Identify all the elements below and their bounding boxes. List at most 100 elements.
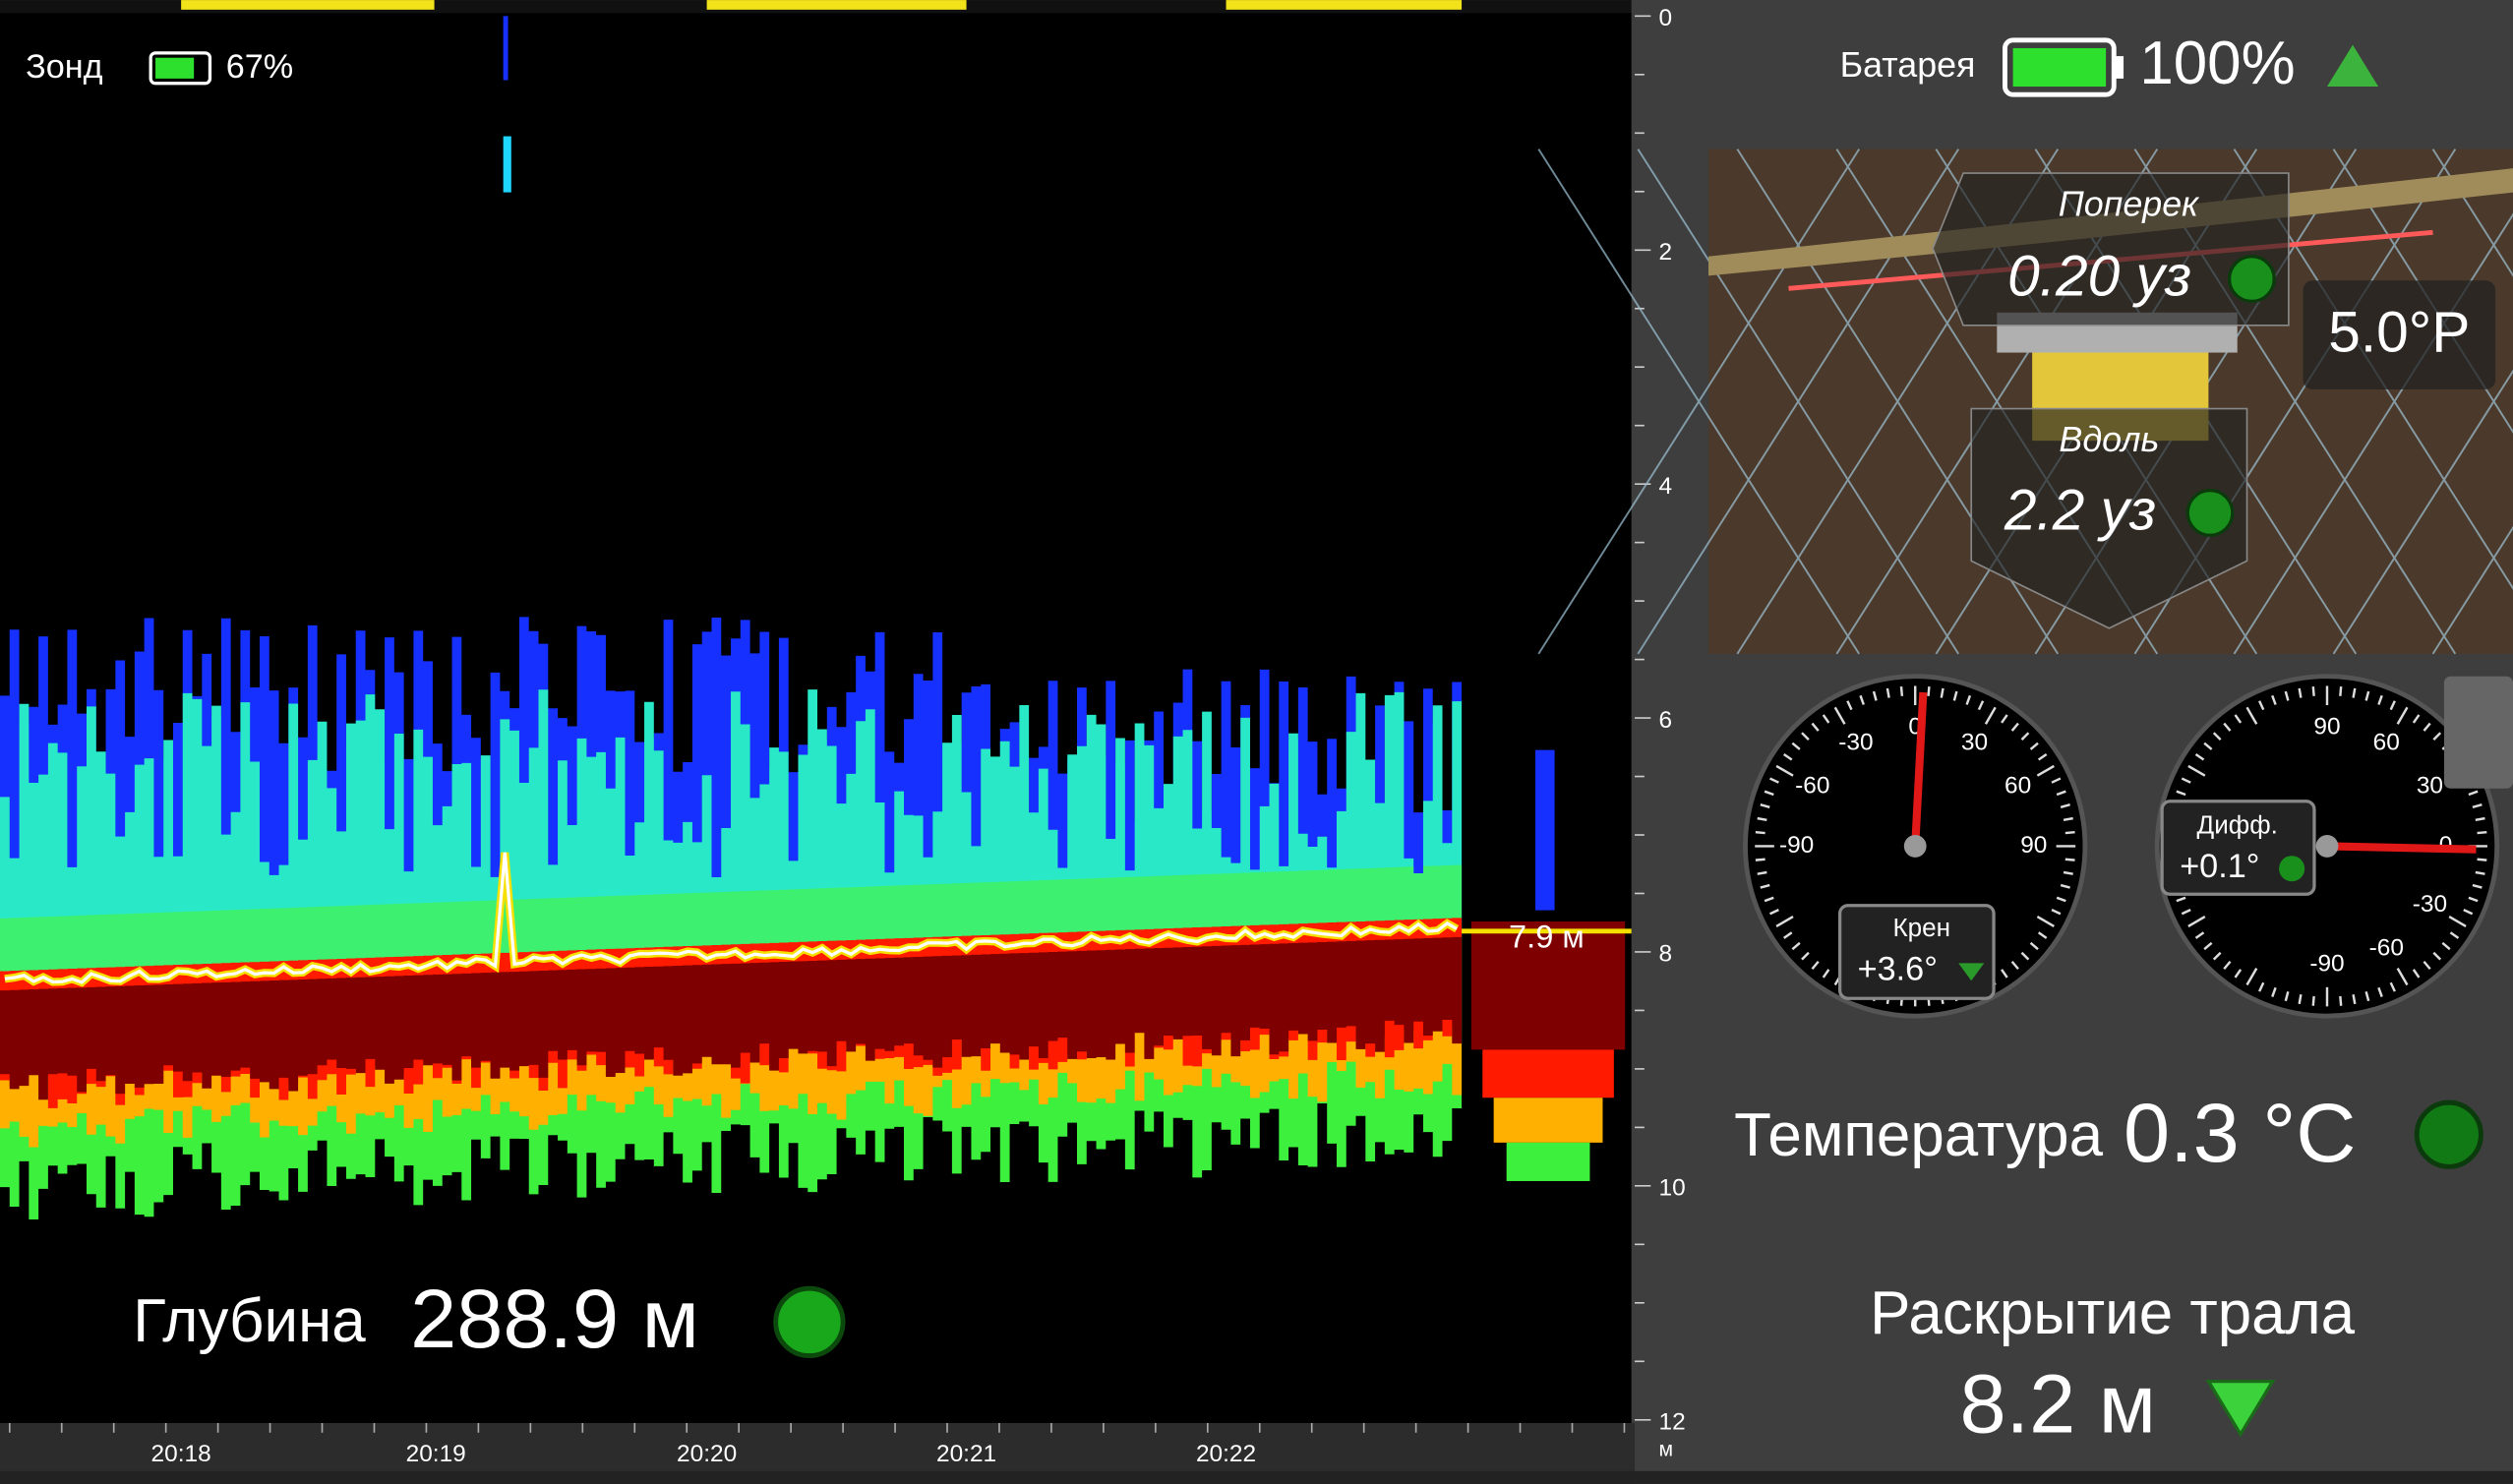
gauge-tick (1755, 858, 1765, 861)
battery-level (2012, 47, 2107, 88)
gauge-tick (2064, 858, 2075, 861)
gauge-tick (1977, 700, 1985, 711)
battery-icon (2003, 37, 2117, 97)
battery-tip (2115, 56, 2124, 79)
gauge-tick (1760, 883, 1770, 889)
opening-label: Раскрытие трала (1870, 1279, 2356, 1347)
marker-column (1535, 749, 1555, 911)
gauge-tick (1755, 830, 1765, 835)
gauge-tick (1791, 941, 1801, 951)
net-line (2431, 525, 2513, 655)
gauge-tick (2176, 896, 2186, 903)
gauge-tick (2463, 909, 2474, 916)
battery-value: 100% (2139, 30, 2295, 97)
gauge-scale-label: 90 (2020, 832, 2047, 859)
gauge-tick (2475, 816, 2485, 822)
gauge-tick (2212, 732, 2222, 741)
gauge-tick (1822, 714, 1830, 724)
gauge-tick (2051, 777, 2062, 784)
gauge-tick (2468, 790, 2479, 797)
trend-down (1958, 963, 1985, 981)
gauge-tick (1846, 700, 1853, 711)
gauge-tick (2029, 742, 2039, 750)
gauge-tick (2389, 700, 2396, 711)
gauge-tick (2339, 995, 2343, 1006)
gauge-tick (1822, 969, 1830, 979)
gauge-tick (2311, 685, 2315, 696)
gauge-tick (2475, 870, 2485, 875)
side-tab[interactable] (2443, 676, 2513, 789)
gauge-tick (2271, 986, 2277, 997)
temp-value: 0.3 °C (2124, 1086, 2356, 1179)
needle-hub (2315, 835, 2339, 858)
gauge-tick (2396, 967, 2409, 986)
depth-label: Глубина (133, 1287, 366, 1355)
gauge-scale-label: -60 (1795, 773, 1829, 800)
gauge-tick (2441, 941, 2451, 951)
gauge-tick (2234, 714, 2243, 724)
gauge-tick (2423, 722, 2431, 732)
gauge-tick (2245, 706, 2258, 725)
depth-tick-label: 10 (1658, 1175, 1685, 1202)
diff-box (2160, 800, 2316, 896)
across-box (1932, 172, 2290, 326)
time-tick-label: 20:18 (151, 1441, 211, 1467)
probe-label: Зонд (26, 48, 103, 86)
gauge-tick (1791, 742, 1801, 750)
roll-label: Крен (1892, 913, 1950, 942)
heading-box (2303, 280, 2496, 390)
opening-value: 8.2 м (1959, 1356, 2156, 1450)
net-line (2233, 212, 2513, 655)
marker-column (1482, 1049, 1614, 1098)
gauge-tick (2271, 694, 2277, 705)
depth-tick-label: 12 (1658, 1408, 1685, 1435)
gauge-tick (1952, 690, 1958, 701)
gauge-tick (2060, 803, 2070, 808)
gauge-tick (2001, 714, 2008, 724)
gauge-tick (2396, 706, 2409, 725)
gauge-scale-label: -90 (2309, 950, 2344, 977)
depth-tick-label: 8 (1658, 941, 1672, 968)
battery-level (155, 57, 195, 79)
marker-column (1506, 1142, 1590, 1181)
depth-tick-label: 0 (1658, 5, 1672, 31)
status-led (2279, 856, 2305, 882)
gauge-tick (2352, 687, 2357, 698)
gauge-tick (1872, 690, 1878, 701)
gauge-tick (2194, 752, 2205, 761)
gauge-tick (1859, 694, 1865, 705)
marker-column (1470, 921, 1626, 1050)
gauge-tick (1965, 694, 1972, 705)
gauge-scale-label: 60 (2373, 729, 2400, 755)
gauge-tick (2187, 916, 2206, 927)
across-value: 0.20 уз (2007, 245, 2191, 309)
gauge-scale-label: -30 (1838, 729, 1873, 755)
gauge-tick (2477, 830, 2487, 835)
gauge-tick (2064, 830, 2075, 835)
gauge-tick (1927, 685, 1931, 696)
gauge-tick (2051, 909, 2062, 916)
trawl-view: Поперек 0.20 уз Вдоль 2.2 уз 5.0°Р (1537, 148, 2513, 655)
gauge-scale-label: 30 (1961, 729, 1988, 755)
gauge-tick (2060, 883, 2070, 889)
gauge-tick (1811, 722, 1820, 732)
gauge-tick (2298, 687, 2303, 698)
gauge-tick (2472, 803, 2483, 808)
gauge-tick (2181, 909, 2191, 916)
needle-hub (1903, 835, 1927, 858)
gauge-tick (2412, 714, 2421, 724)
gauge-tick (2020, 732, 2030, 741)
needle (1911, 691, 1928, 847)
gauge-tick (2258, 981, 2265, 992)
gauge-tick (2234, 969, 2243, 979)
gauge-tick (2036, 916, 2055, 927)
gauge-tick (1833, 706, 1846, 725)
bottom-marker: 7.9 м (1509, 920, 1585, 955)
gauge-tick (1764, 896, 1774, 903)
status-led (2185, 489, 2235, 537)
gauge-scale-label: 60 (2004, 773, 2031, 800)
gauge-tick (1984, 706, 1997, 725)
along-value: 2.2 уз (2004, 479, 2156, 543)
